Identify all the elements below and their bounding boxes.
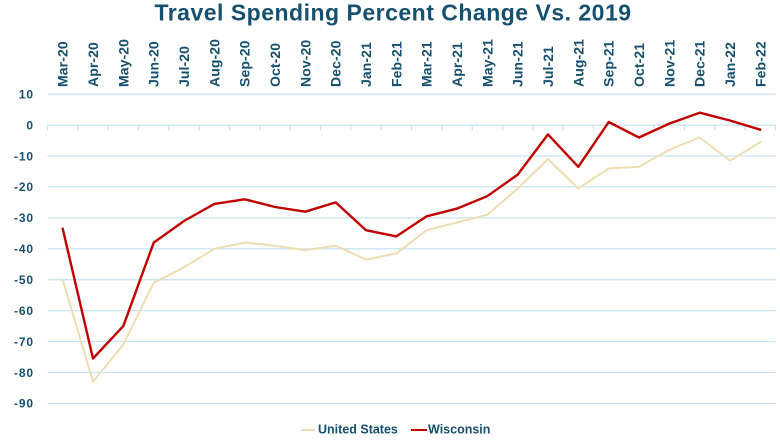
svg-text:Jan-21: Jan-21 — [358, 42, 374, 87]
svg-text:Nov-20: Nov-20 — [297, 40, 313, 87]
svg-text:Jun-21: Jun-21 — [510, 41, 526, 87]
svg-text:Wisconsin: Wisconsin — [428, 423, 490, 437]
svg-text:Apr-21: Apr-21 — [449, 42, 465, 87]
svg-text:Jul-21: Jul-21 — [540, 46, 556, 87]
svg-text:Oct-20: Oct-20 — [267, 43, 283, 87]
svg-text:-80: -80 — [14, 366, 34, 380]
svg-text:Sep-21: Sep-21 — [601, 40, 617, 87]
svg-text:Aug-21: Aug-21 — [570, 39, 586, 87]
svg-text:-90: -90 — [14, 397, 34, 411]
svg-text:-50: -50 — [14, 273, 34, 287]
svg-text:-10: -10 — [14, 149, 34, 163]
svg-text:Travel Spending Percent Change: Travel Spending Percent Change Vs. 2019 — [154, 0, 631, 26]
svg-text:May-20: May-20 — [115, 39, 131, 87]
svg-text:Mar-20: Mar-20 — [55, 41, 71, 87]
svg-text:Nov-21: Nov-21 — [661, 40, 677, 87]
svg-text:Jan-22: Jan-22 — [722, 42, 738, 87]
svg-text:Sep-20: Sep-20 — [237, 40, 253, 87]
svg-text:Oct-21: Oct-21 — [631, 43, 647, 87]
svg-text:-20: -20 — [14, 180, 34, 194]
svg-text:Dec-20: Dec-20 — [328, 40, 344, 87]
svg-text:-40: -40 — [14, 242, 34, 256]
svg-text:May-21: May-21 — [479, 39, 495, 87]
svg-text:Apr-20: Apr-20 — [85, 42, 101, 87]
svg-text:Jun-20: Jun-20 — [146, 41, 162, 87]
svg-text:Feb-22: Feb-22 — [752, 41, 768, 87]
svg-text:-60: -60 — [14, 304, 34, 318]
svg-text:Jul-20: Jul-20 — [176, 46, 192, 87]
svg-text:-70: -70 — [14, 335, 34, 349]
svg-text:Dec-21: Dec-21 — [692, 40, 708, 87]
svg-text:United States: United States — [318, 423, 398, 437]
svg-text:Feb-21: Feb-21 — [388, 41, 404, 87]
svg-text:Mar-21: Mar-21 — [419, 41, 435, 87]
svg-text:0: 0 — [26, 118, 34, 132]
svg-text:10: 10 — [19, 88, 34, 102]
svg-text:-30: -30 — [14, 211, 34, 225]
svg-text:Aug-20: Aug-20 — [206, 39, 222, 87]
